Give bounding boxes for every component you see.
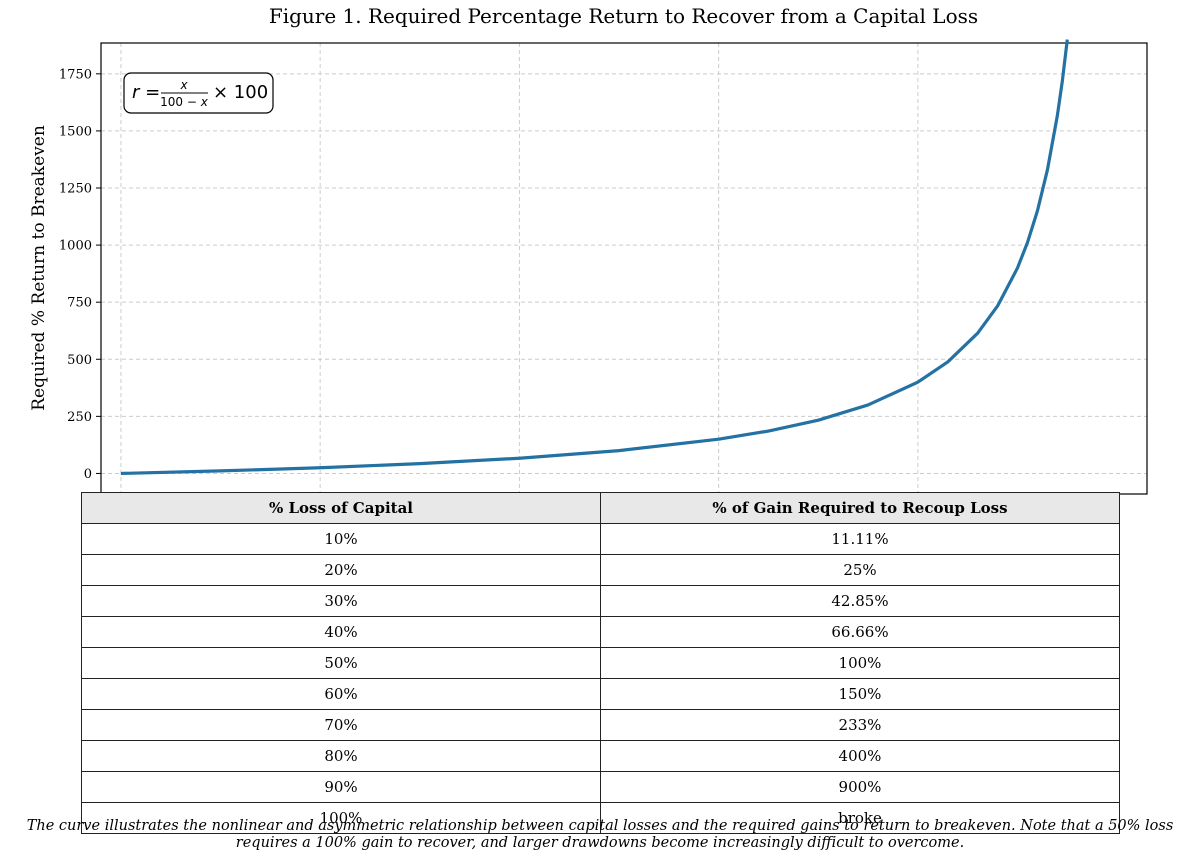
gain-cell: 100% [600, 647, 1120, 679]
table-body: 10% 11.11% 20% 25% 30% 42.85% 40% 66.66% 50% 100%… [81, 523, 1120, 834]
y-tick-label: 1250 [59, 182, 92, 197]
series-line [120, 39, 1069, 476]
y-tick-label: 250 [67, 410, 92, 425]
table-row: 60% 150% [81, 678, 1120, 710]
table-row: 80% 400% [81, 740, 1120, 772]
table-row: 90% 900% [81, 771, 1120, 803]
loss-cell: 10% [81, 523, 601, 555]
chart-area: 0 250 500 750 1000 1250 1500 1750 r = x 100 − x… [29, 39, 1148, 495]
formula-multiplier: × 100 [213, 82, 268, 103]
gain-cell: 66.66% [600, 616, 1120, 648]
gain-cell: 150% [600, 678, 1120, 710]
loss-cell: 30% [81, 585, 601, 617]
loss-cell: 40% [81, 616, 601, 648]
table-row: 10% 11.11% [81, 523, 1120, 555]
gain-cell: 11.11% [600, 523, 1120, 555]
loss-cell: 20% [81, 554, 601, 586]
y-axis: 0 250 500 750 1000 1250 1500 1750 [59, 67, 101, 482]
formula-denominator: 100 − x [160, 95, 209, 109]
loss-cell: 70% [81, 709, 601, 741]
table-row: 30% 42.85% [81, 585, 1120, 617]
table-row: 100% broke [81, 802, 1120, 834]
figure-caption: The curve illustrates the nonlinear and … [26, 818, 1174, 851]
y-tick-label: 1500 [59, 124, 92, 139]
table-row: 40% 66.66% [81, 616, 1120, 648]
grid [101, 43, 1147, 494]
gain-cell: broke [600, 802, 1120, 834]
loss-cell: 80% [81, 740, 601, 772]
loss-cell: 100% [81, 802, 601, 834]
table-header-row: % Loss of Capital % of Gain Required to … [81, 492, 1120, 524]
formula-text: r = [132, 82, 160, 103]
gain-cell: 233% [600, 709, 1120, 741]
recovery-table: % Loss of Capital % of Gain Required to … [81, 492, 1120, 834]
formula-numerator: x [179, 78, 188, 92]
header-gain: % of Gain Required to Recoup Loss [600, 492, 1120, 524]
y-tick-label: 1000 [59, 239, 92, 254]
y-tick-label: 750 [67, 296, 92, 311]
gain-cell: 42.85% [600, 585, 1120, 617]
table-row: 50% 100% [81, 647, 1120, 679]
header-loss: % Loss of Capital [81, 492, 601, 524]
gain-cell: 25% [600, 554, 1120, 586]
y-tick-label: 0 [84, 467, 92, 482]
gain-cell: 900% [600, 771, 1120, 803]
chart-title: Figure 1. Required Percentage Return to … [268, 4, 979, 28]
y-axis-label: Required % Return to Breakeven [29, 125, 49, 411]
formula-box: r = x 100 − x × 100 [123, 72, 274, 114]
table-row: 20% 25% [81, 554, 1120, 586]
y-tick-label: 500 [67, 353, 92, 368]
y-tick-label: 1750 [59, 67, 92, 82]
loss-cell: 90% [81, 771, 601, 803]
loss-cell: 50% [81, 647, 601, 679]
table-row: 70% 233% [81, 709, 1120, 741]
gain-cell: 400% [600, 740, 1120, 772]
loss-cell: 60% [81, 678, 601, 710]
